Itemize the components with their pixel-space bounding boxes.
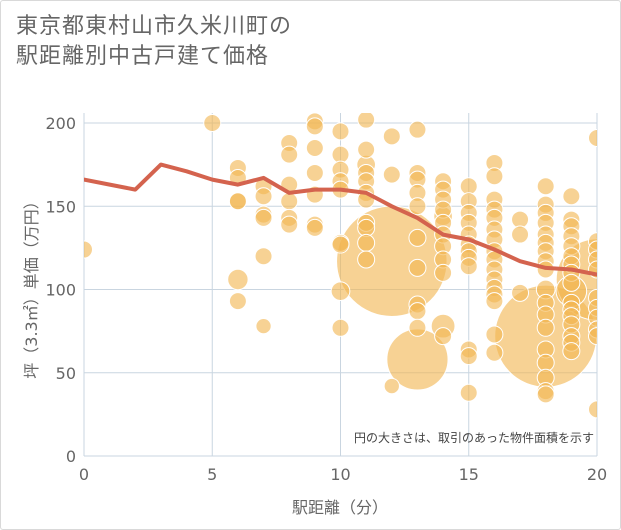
- x-tick-label: 0: [79, 465, 89, 484]
- data-bubble: [383, 377, 400, 395]
- data-bubble: [562, 187, 581, 206]
- bubble-layer: [84, 113, 597, 419]
- data-bubble: [511, 225, 530, 244]
- data-bubble: [330, 281, 351, 302]
- data-bubble: [434, 327, 453, 346]
- data-bubble: [408, 258, 427, 277]
- data-bubble: [536, 318, 555, 337]
- data-bubble: [357, 140, 376, 159]
- data-bubble: [485, 343, 504, 362]
- data-bubble: [588, 327, 597, 346]
- data-bubble: [485, 292, 504, 311]
- data-bubble: [280, 215, 299, 234]
- data-bubble: [459, 347, 478, 366]
- data-bubble: [305, 117, 324, 136]
- data-bubble: [588, 400, 597, 419]
- data-bubble: [357, 233, 376, 252]
- data-bubble: [331, 235, 350, 254]
- data-bubble: [434, 263, 453, 282]
- data-bubble: [408, 318, 427, 337]
- data-bubble: [511, 210, 530, 229]
- title-line-2: 駅距離別中古戸建て価格: [16, 44, 270, 69]
- data-bubble: [485, 167, 504, 186]
- data-bubble: [408, 197, 427, 216]
- data-bubble: [459, 257, 478, 276]
- x-tick-label: 20: [587, 465, 607, 484]
- data-bubble: [408, 302, 427, 321]
- data-bubble: [459, 383, 478, 402]
- trend-line-layer: [84, 162, 597, 277]
- x-tick-label: 10: [330, 465, 350, 484]
- data-bubble: [254, 208, 273, 227]
- data-bubble: [382, 127, 401, 146]
- x-tick-label: 5: [207, 465, 217, 484]
- data-bubble: [305, 163, 324, 182]
- data-bubble: [357, 218, 376, 237]
- data-bubble: [536, 353, 555, 372]
- y-tick-label: 150: [45, 197, 76, 216]
- data-bubble: [382, 165, 401, 184]
- data-bubble: [228, 192, 247, 211]
- x-axis-label: 駅距離（分）: [292, 498, 388, 517]
- data-bubble: [254, 247, 273, 266]
- data-bubble: [84, 240, 93, 259]
- data-bubble: [536, 385, 555, 404]
- data-bubble: [408, 120, 427, 139]
- tick-labels: 0 50 100 150 200 0 5 10 15 20: [45, 114, 607, 484]
- data-bubble: [305, 138, 324, 157]
- data-bubble: [331, 318, 350, 337]
- y-tick-label: 100: [45, 281, 76, 300]
- data-bubble: [562, 273, 581, 292]
- data-bubble: [280, 145, 299, 164]
- average-price-line: [84, 162, 597, 277]
- data-bubble: [280, 192, 299, 211]
- data-bubble: [562, 342, 581, 361]
- y-axis-label: 坪（3.3㎡）単価（万円）: [22, 193, 41, 378]
- chart-title: 東京都東村山市久米川町の 駅距離別中古戸建て価格: [16, 12, 292, 72]
- data-bubble: [408, 228, 427, 247]
- y-tick-label: 200: [45, 114, 76, 133]
- data-bubble: [357, 113, 376, 129]
- data-bubble: [331, 145, 350, 164]
- y-tick-label: 50: [56, 364, 76, 383]
- title-line-1: 東京都東村山市久米川町の: [16, 14, 293, 39]
- data-bubble: [485, 325, 504, 344]
- data-bubble: [511, 283, 530, 302]
- data-bubble: [536, 177, 555, 196]
- data-bubble: [203, 114, 222, 132]
- data-bubble: [254, 187, 273, 206]
- y-tick-label: 0: [66, 447, 76, 466]
- data-bubble: [357, 250, 376, 269]
- data-bubble: [588, 128, 597, 147]
- data-bubble: [305, 218, 324, 237]
- bubble-size-note: 円の大きさは、取引のあった物件面積を示す: [354, 430, 594, 445]
- data-bubble: [228, 292, 247, 311]
- data-bubble: [227, 268, 249, 291]
- data-bubble: [459, 177, 478, 196]
- data-bubble: [331, 122, 350, 141]
- x-tick-label: 15: [459, 465, 479, 484]
- data-bubble: [336, 205, 448, 317]
- data-bubble: [255, 317, 272, 335]
